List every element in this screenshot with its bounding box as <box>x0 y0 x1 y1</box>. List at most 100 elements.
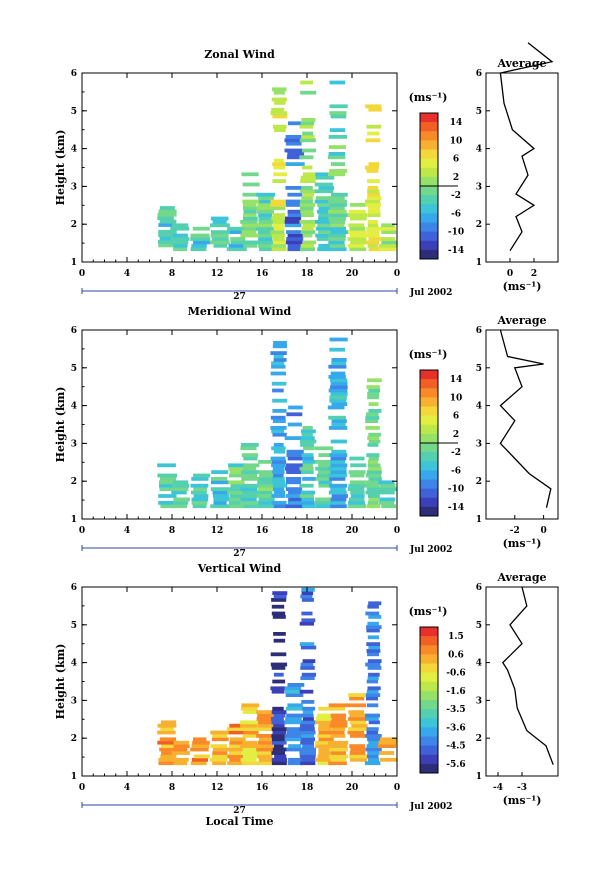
heatmap-cells <box>157 337 398 509</box>
heatmap-cell <box>161 751 176 755</box>
profile-y-tick-label: 6 <box>476 69 482 79</box>
heatmap-cell <box>318 480 332 485</box>
heatmap-cell <box>228 730 244 735</box>
heatmap-cell <box>300 90 317 95</box>
heatmap-cell <box>331 727 346 731</box>
colorbar-segment <box>420 754 438 765</box>
heatmap-cell <box>157 730 176 735</box>
heatmap-cell <box>350 216 367 221</box>
heatmap-cell <box>301 757 316 762</box>
heatmap-cell <box>318 727 332 731</box>
colorbar-segment <box>420 700 438 710</box>
heatmap-cell <box>212 734 228 738</box>
heatmap-cell <box>302 426 313 430</box>
heatmap-cell <box>330 371 346 376</box>
heatmap-cell <box>243 243 258 248</box>
heatmap-cell <box>329 169 348 173</box>
heatmap-cell <box>300 740 314 745</box>
profile-x-axis-label: (ms⁻¹) <box>503 794 542 807</box>
heatmap-cell <box>272 237 285 241</box>
heatmap-cell <box>271 598 287 602</box>
heatmap-cell <box>273 354 284 359</box>
heatmap-cell <box>349 696 365 701</box>
heatmap-cell <box>329 80 346 85</box>
heatmap-cell <box>330 470 347 474</box>
heatmap-cell <box>159 219 177 224</box>
heatmap-cell <box>329 347 345 352</box>
heatmap-cell <box>173 243 188 248</box>
heatmap-cell <box>301 747 316 752</box>
heatmap-cell <box>242 710 258 714</box>
heatmap-cell <box>271 429 284 434</box>
heatmap-cell <box>331 449 347 454</box>
heatmap-cell <box>380 737 398 742</box>
heatmap-cell <box>351 723 368 728</box>
heatmap-cell <box>315 717 332 721</box>
heatmap-cell <box>366 679 379 684</box>
heatmap-cell <box>367 666 382 670</box>
y-axis-label: Height (km) <box>54 644 67 720</box>
heatmap-cell <box>255 710 273 714</box>
heatmap-cell <box>302 172 316 177</box>
profile-title: Average <box>496 57 546 70</box>
heatmap-cell <box>159 487 174 491</box>
heatmap-cell <box>270 686 286 691</box>
heatmap-cell <box>158 233 176 238</box>
colorbar-segment <box>420 222 438 233</box>
heatmap-cell <box>301 118 316 122</box>
heatmap-cell <box>171 237 190 241</box>
heatmap-cell <box>288 490 302 495</box>
colorbar-segment <box>420 204 438 214</box>
profile-y-tick-label: 1 <box>476 258 482 268</box>
colorbar-segment <box>420 506 438 517</box>
heatmap-cell <box>258 196 274 200</box>
heatmap-cell <box>210 730 230 735</box>
heatmap-cell <box>348 497 365 502</box>
heatmap-cell <box>349 754 368 759</box>
heatmap-cell <box>347 243 365 248</box>
heatmap-cell <box>330 713 347 718</box>
heatmap-cell <box>378 243 398 248</box>
heatmap-cell <box>259 247 276 252</box>
heatmap-cell <box>212 220 227 224</box>
heatmap-cell <box>212 754 228 759</box>
heatmap-cell <box>329 483 348 488</box>
heatmap-cell <box>348 693 366 697</box>
heatmap-cell <box>213 500 227 505</box>
heatmap-cell <box>328 473 347 478</box>
heatmap-cell <box>285 141 302 146</box>
heatmap-cell <box>318 186 335 190</box>
heatmap-cell <box>364 717 379 721</box>
heatmap-cell <box>301 497 314 502</box>
heatmap-cell <box>229 494 244 498</box>
heatmap-cell <box>300 761 316 766</box>
profile-y-tick-label: 3 <box>476 696 482 706</box>
heatmap-cell <box>329 337 348 342</box>
heatmap-cell <box>158 761 175 766</box>
heatmap-cell <box>317 223 333 228</box>
heatmap-cell <box>301 737 315 742</box>
profile-y-tick-label: 3 <box>476 182 482 192</box>
heatmap-cell <box>330 226 346 231</box>
heatmap-cell <box>273 713 286 718</box>
day-label: 27 <box>233 549 246 559</box>
heatmap-cell <box>331 494 348 498</box>
colorbar-label: -6 <box>451 466 461 476</box>
heatmap-cell <box>270 351 287 355</box>
heatmap-cell <box>212 761 227 766</box>
heatmap-cell <box>271 717 284 721</box>
heatmap-cell <box>158 223 176 227</box>
heatmap-cell <box>301 470 314 474</box>
heatmap-cell <box>378 487 398 491</box>
heatmap-cell <box>350 490 365 495</box>
heatmap-cell <box>327 155 346 160</box>
heatmap-cell <box>193 487 207 491</box>
heatmap-cell <box>317 761 334 766</box>
heatmap-cell <box>229 737 246 742</box>
heatmap-cell <box>209 757 228 762</box>
heatmap-cell <box>302 165 313 170</box>
profile-frame <box>485 329 559 520</box>
colorbar-label: 14 <box>450 118 463 128</box>
heatmap-cell <box>257 744 274 748</box>
